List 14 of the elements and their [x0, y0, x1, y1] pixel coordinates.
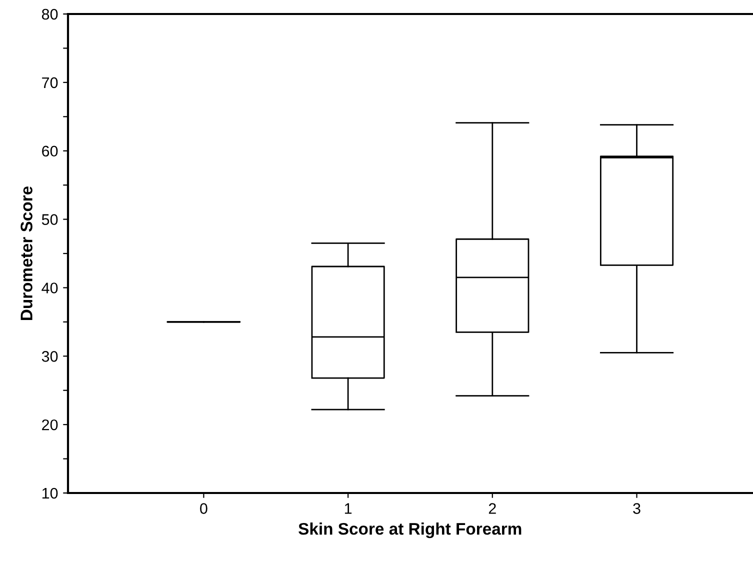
- y-tick-label: 10: [42, 488, 58, 499]
- y-tick-label: 20: [42, 419, 58, 430]
- y-tick-label: 40: [42, 282, 58, 294]
- y-tick-label: 70: [42, 77, 58, 88]
- x-tick-label: 1: [344, 503, 352, 514]
- y-axis-title: Durometer Score: [20, 186, 32, 320]
- x-axis-title: Skin Score at Right Forearm: [298, 522, 522, 538]
- y-tick-label: 60: [42, 146, 58, 157]
- x-tick-label: 0: [200, 503, 208, 514]
- y-tick-label: 80: [42, 8, 58, 20]
- y-tick-label: 50: [42, 214, 58, 225]
- x-tick-label: 2: [488, 503, 496, 514]
- y-tick-label: 30: [42, 351, 58, 362]
- x-tick-label: 3: [633, 503, 640, 514]
